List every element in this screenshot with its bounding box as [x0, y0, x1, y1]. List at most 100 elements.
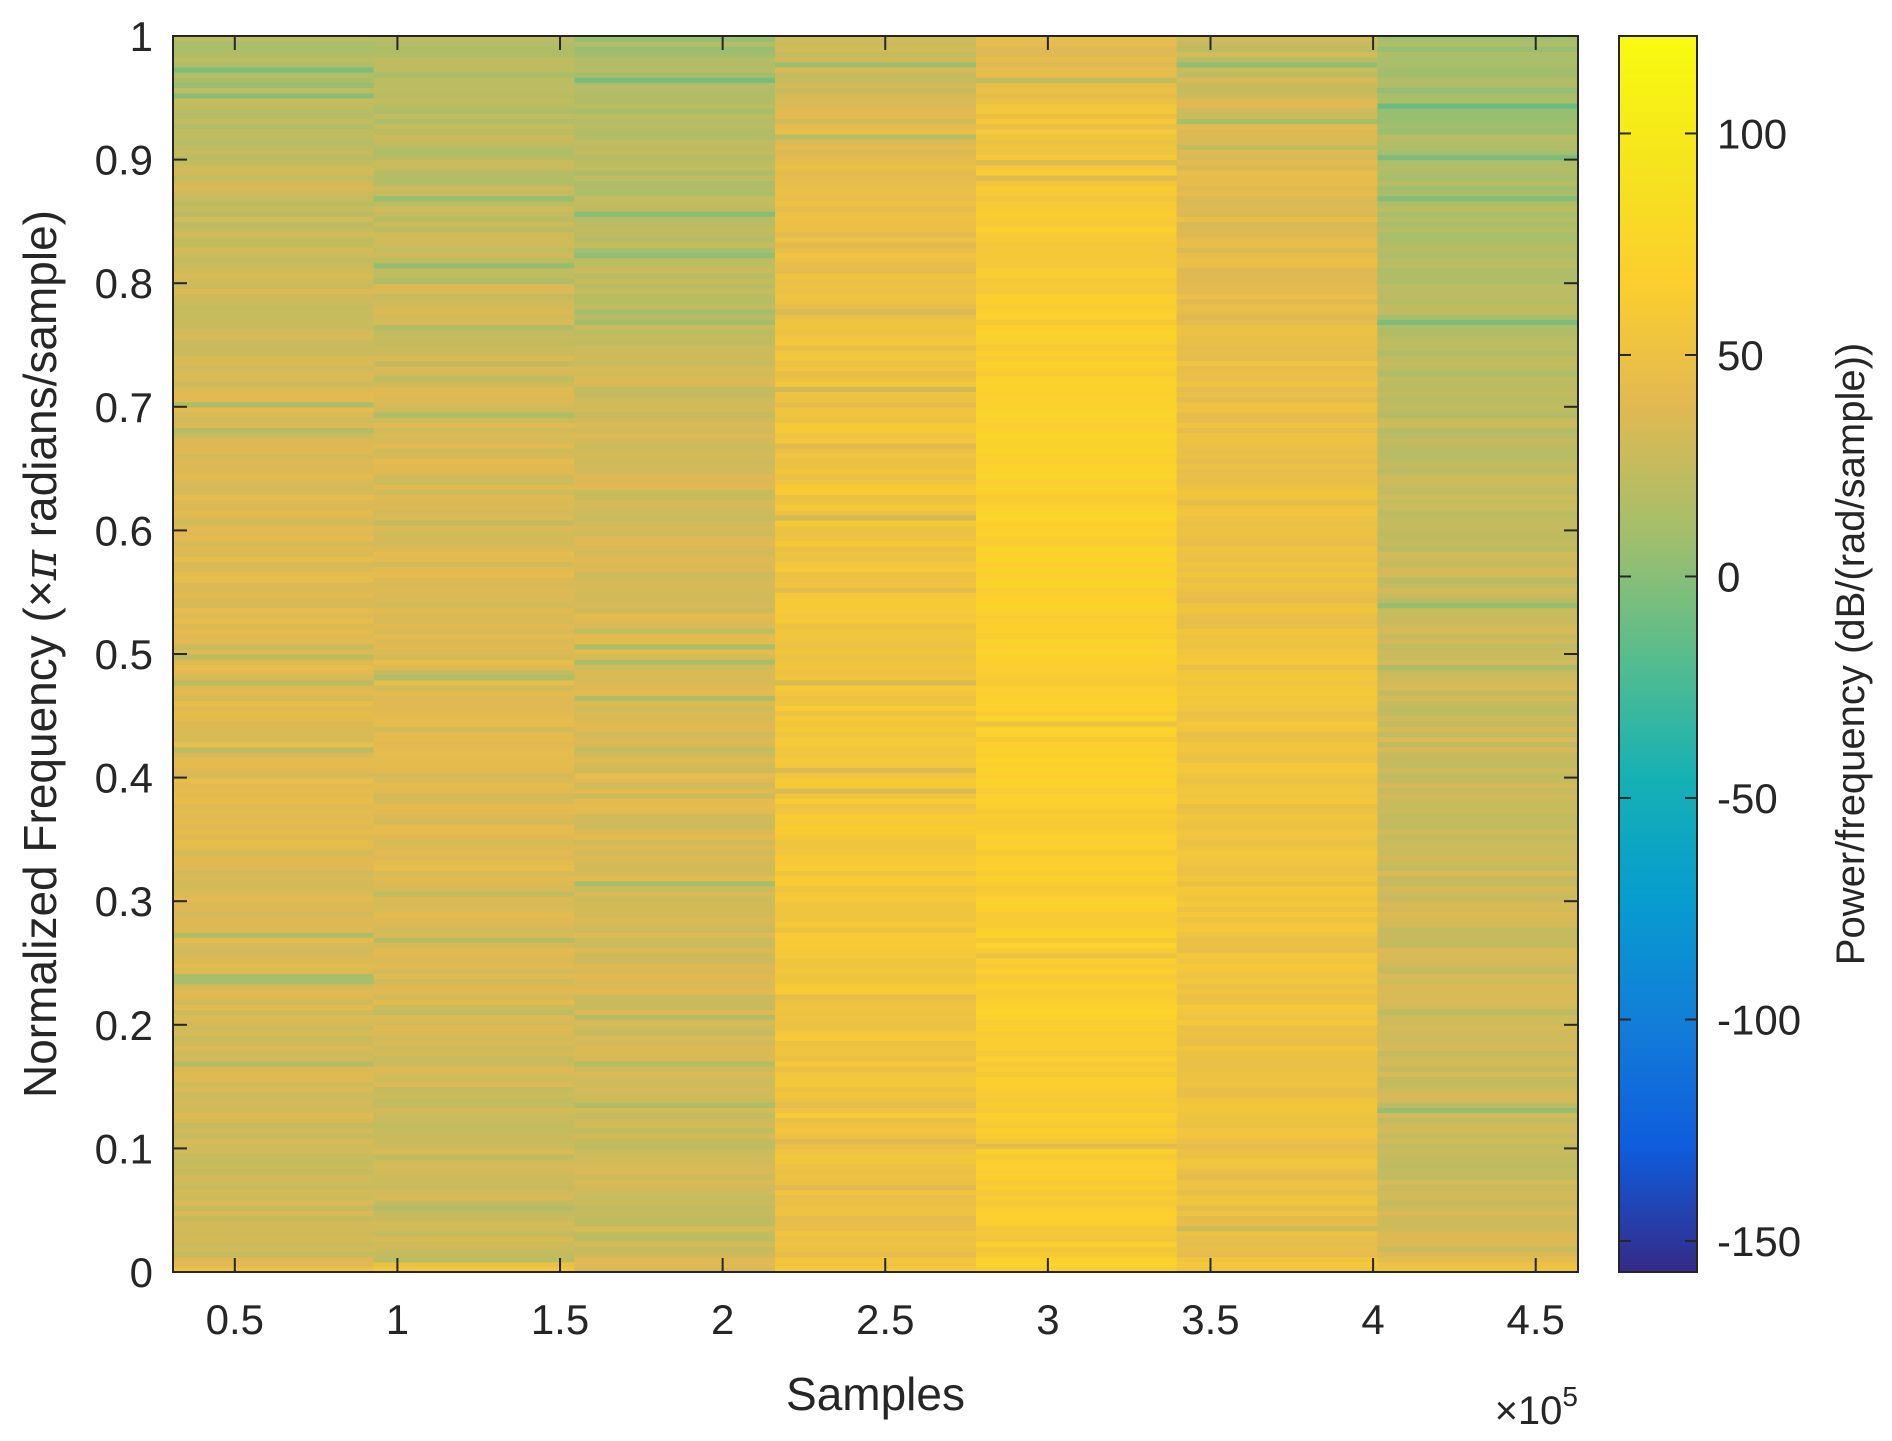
heatmap-cell [1176, 1205, 1378, 1211]
heatmap-cell [373, 1210, 575, 1216]
heatmap-cell [574, 674, 776, 681]
heatmap-cell [1176, 339, 1378, 346]
heatmap-cell [1176, 638, 1378, 645]
heatmap-cell [173, 381, 375, 387]
heatmap-cell [775, 1009, 977, 1016]
heatmap-cell [1176, 262, 1378, 269]
heatmap-cell [574, 1230, 776, 1237]
heatmap-cell [574, 432, 776, 439]
heatmap-cell [976, 839, 1178, 846]
heatmap-cell [976, 1241, 1178, 1247]
heatmap-cell [1377, 1112, 1579, 1119]
heatmap-cell [1377, 128, 1579, 135]
heatmap-cell [373, 283, 575, 289]
heatmap-cell [173, 262, 375, 269]
heatmap-cell [1176, 587, 1378, 593]
heatmap-cell [1176, 473, 1378, 480]
heatmap-cell [373, 1009, 575, 1016]
heatmap-cell [173, 710, 375, 717]
heatmap-cell [976, 1251, 1178, 1258]
heatmap-cell [173, 41, 375, 47]
heatmap-cell [1377, 381, 1579, 387]
heatmap-cell [976, 602, 1178, 609]
x-tick-label: 2 [711, 1296, 734, 1343]
heatmap-cell [775, 916, 977, 923]
heatmap-cell [574, 957, 776, 964]
heatmap-cell [574, 1199, 776, 1206]
heatmap-cell [1176, 1179, 1378, 1186]
heatmap-cell [574, 926, 776, 933]
heatmap-cell [373, 854, 575, 861]
heatmap-cell [1377, 149, 1579, 156]
heatmap-cell [1377, 818, 1579, 825]
heatmap-cell [1377, 396, 1579, 403]
heatmap-cell [173, 350, 375, 356]
heatmap-cell [373, 885, 575, 892]
heatmap-cell [1377, 870, 1579, 877]
heatmap-cell [173, 278, 375, 284]
heatmap-cell [775, 417, 977, 423]
y-label-times: × [14, 580, 66, 607]
heatmap-cell [373, 849, 575, 856]
heatmap-cell [373, 1117, 575, 1124]
heatmap-cell [775, 906, 977, 913]
heatmap-cell [976, 551, 1178, 557]
heatmap-cell [1377, 535, 1579, 542]
heatmap-cell [173, 1112, 375, 1119]
heatmap-cell [775, 169, 977, 176]
heatmap-cell [574, 453, 776, 459]
heatmap-cell [976, 823, 1178, 830]
heatmap-cell [574, 406, 776, 413]
heatmap-cell [574, 334, 776, 341]
heatmap-cell [775, 272, 977, 279]
heatmap-cell [373, 504, 575, 511]
heatmap-cell [775, 36, 977, 42]
heatmap-cell [775, 61, 977, 68]
heatmap-cell [173, 551, 375, 557]
heatmap-cell [976, 401, 1178, 408]
heatmap-cell [173, 308, 375, 315]
heatmap-cell [1176, 551, 1378, 557]
heatmap-cell [373, 319, 575, 325]
heatmap-cell [976, 514, 1178, 521]
heatmap-cell [574, 633, 776, 640]
heatmap-cell [976, 345, 1178, 351]
heatmap-cell [976, 746, 1178, 753]
heatmap-cell [976, 1086, 1178, 1093]
heatmap-cell [1377, 839, 1579, 846]
heatmap-cell [373, 51, 575, 58]
heatmap-cell [373, 906, 575, 913]
heatmap-cell [1377, 545, 1579, 552]
heatmap-cell [1377, 911, 1579, 918]
heatmap-cell [373, 890, 575, 897]
heatmap-cell [373, 525, 575, 531]
heatmap-cell [574, 540, 776, 547]
heatmap-cell [173, 1138, 375, 1144]
heatmap-cell [373, 144, 575, 150]
heatmap-cell [775, 41, 977, 47]
heatmap-cell [173, 46, 375, 53]
heatmap-cell [1377, 216, 1579, 222]
heatmap-cell [373, 216, 575, 222]
heatmap-cell [775, 777, 977, 784]
heatmap-cell [976, 654, 1178, 660]
heatmap-cell [373, 963, 575, 969]
heatmap-cell [373, 36, 575, 42]
heatmap-cell [1176, 468, 1378, 475]
heatmap-cell [574, 345, 776, 351]
heatmap-cell [1176, 1096, 1378, 1103]
heatmap-cell [173, 1096, 375, 1103]
heatmap-cell [775, 1153, 977, 1160]
heatmap-cell [373, 1081, 575, 1088]
heatmap-cell [976, 77, 1178, 83]
heatmap-cell [373, 205, 575, 212]
heatmap-cell [1377, 587, 1579, 593]
heatmap-cell [775, 149, 977, 156]
heatmap-cell [574, 561, 776, 568]
heatmap-cell [1176, 51, 1378, 58]
heatmap-cell [1176, 1122, 1378, 1129]
heatmap-cell [173, 1210, 375, 1216]
heatmap-cell [574, 509, 776, 516]
heatmap-cell [173, 154, 375, 161]
heatmap-cell [775, 1251, 977, 1258]
